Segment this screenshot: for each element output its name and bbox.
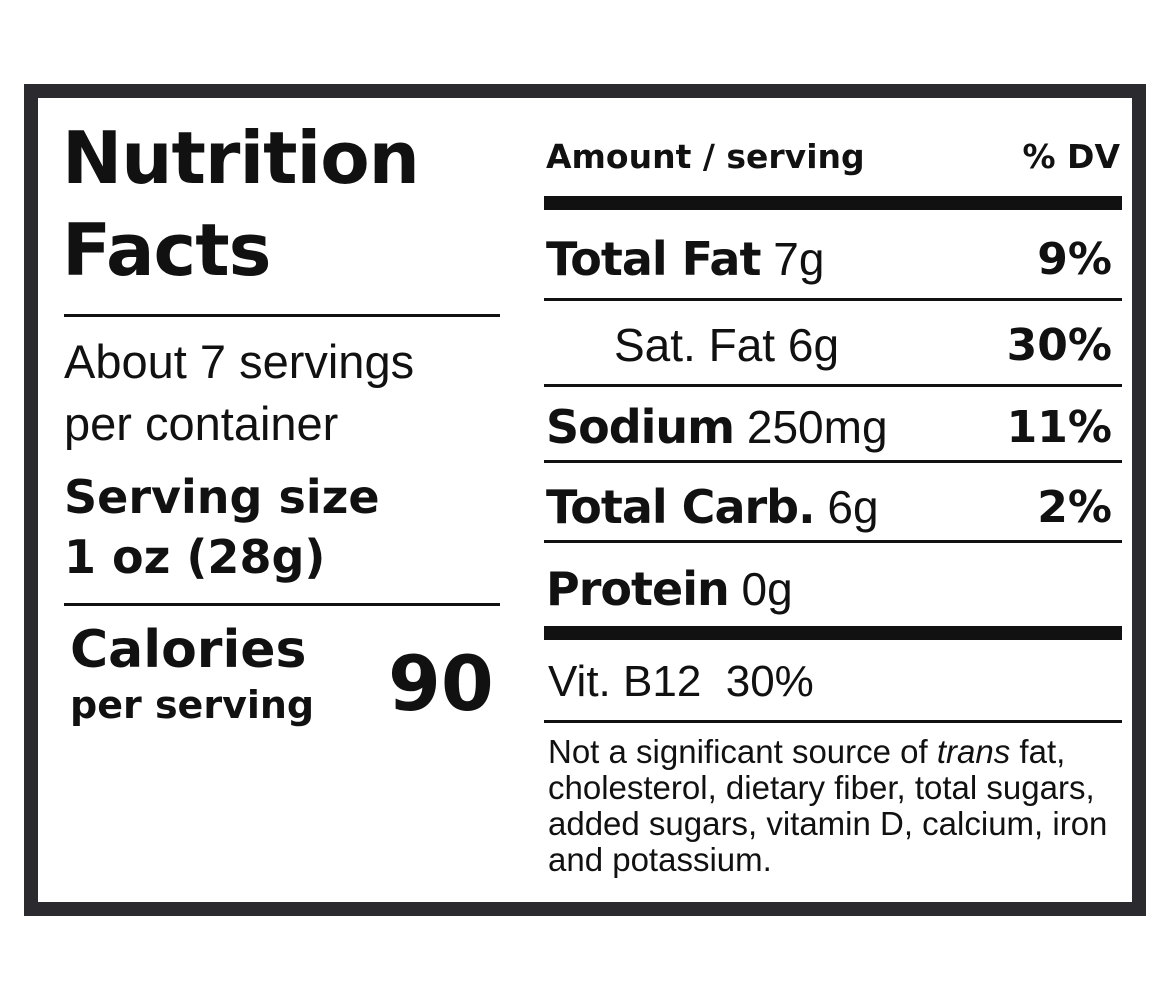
nutrient-row-protein: Protein 0g — [546, 566, 793, 612]
nutrient-row-sat-fat: Sat. Fat 6g — [614, 322, 839, 368]
row-divider — [544, 298, 1122, 301]
serving-divider — [64, 603, 500, 606]
calories-value: 90 — [388, 639, 494, 728]
row-divider — [544, 384, 1122, 387]
nutrient-amount: 250mg — [746, 401, 888, 453]
nutrient-row-total-fat: Total Fat 7g — [546, 236, 824, 282]
protein-thick-rule — [544, 626, 1122, 640]
footnote-italic: trans — [936, 733, 1011, 770]
nutrient-row-total-carb: Total Carb. 6g — [546, 484, 879, 530]
nutrient-row-sodium: Sodium 250mg — [546, 404, 888, 450]
row-divider — [544, 540, 1122, 543]
servings-line-2: per container — [64, 397, 339, 450]
nutrient-dv-total-fat: 9% — [1037, 234, 1112, 285]
footnote: Not a significant source of trans fat, c… — [548, 734, 1123, 878]
nutrient-name: Total Fat — [546, 232, 761, 286]
serving-size-value: 1 oz (28g) — [64, 530, 326, 584]
vitamin-b12: Vit. B12 30% — [548, 657, 814, 706]
nutrient-amount: 7g — [773, 233, 825, 285]
nutrient-name: Sodium — [546, 400, 735, 454]
nutrient-amount: 6g — [787, 319, 840, 371]
serving-size-label: Serving size — [64, 470, 380, 524]
nutrient-name: Total Carb. — [546, 480, 816, 534]
row-divider — [544, 460, 1122, 463]
nutrient-dv-total-carb: 2% — [1037, 482, 1112, 533]
nutrition-label: Nutrition Facts About 7 servings per con… — [24, 84, 1146, 916]
header-thick-rule — [544, 196, 1122, 210]
nutrient-dv-sodium: 11% — [1006, 402, 1112, 453]
servings-line-1: About 7 servings — [64, 335, 415, 388]
amount-per-serving-header: Amount / serving — [546, 137, 865, 176]
title-line-1: Nutrition — [62, 116, 420, 200]
title-line-2: Facts — [62, 208, 272, 292]
footnote-rest: fat, cholesterol, dietary fiber, total s… — [548, 733, 1108, 878]
vitamin-divider — [544, 720, 1122, 723]
calories-per-serving: per serving — [70, 683, 315, 727]
nutrient-name: Protein — [546, 562, 730, 616]
calories-label: Calories — [70, 620, 307, 680]
nutrient-amount: 0g — [741, 563, 793, 615]
title-divider — [64, 314, 500, 317]
nutrient-dv-sat-fat: 30% — [1006, 320, 1112, 371]
nutrient-name: Sat. Fat — [614, 319, 776, 371]
daily-value-header: % DV — [1022, 137, 1121, 176]
nutrient-amount: 6g — [827, 481, 879, 533]
footnote-start: Not a significant source of — [548, 733, 937, 770]
